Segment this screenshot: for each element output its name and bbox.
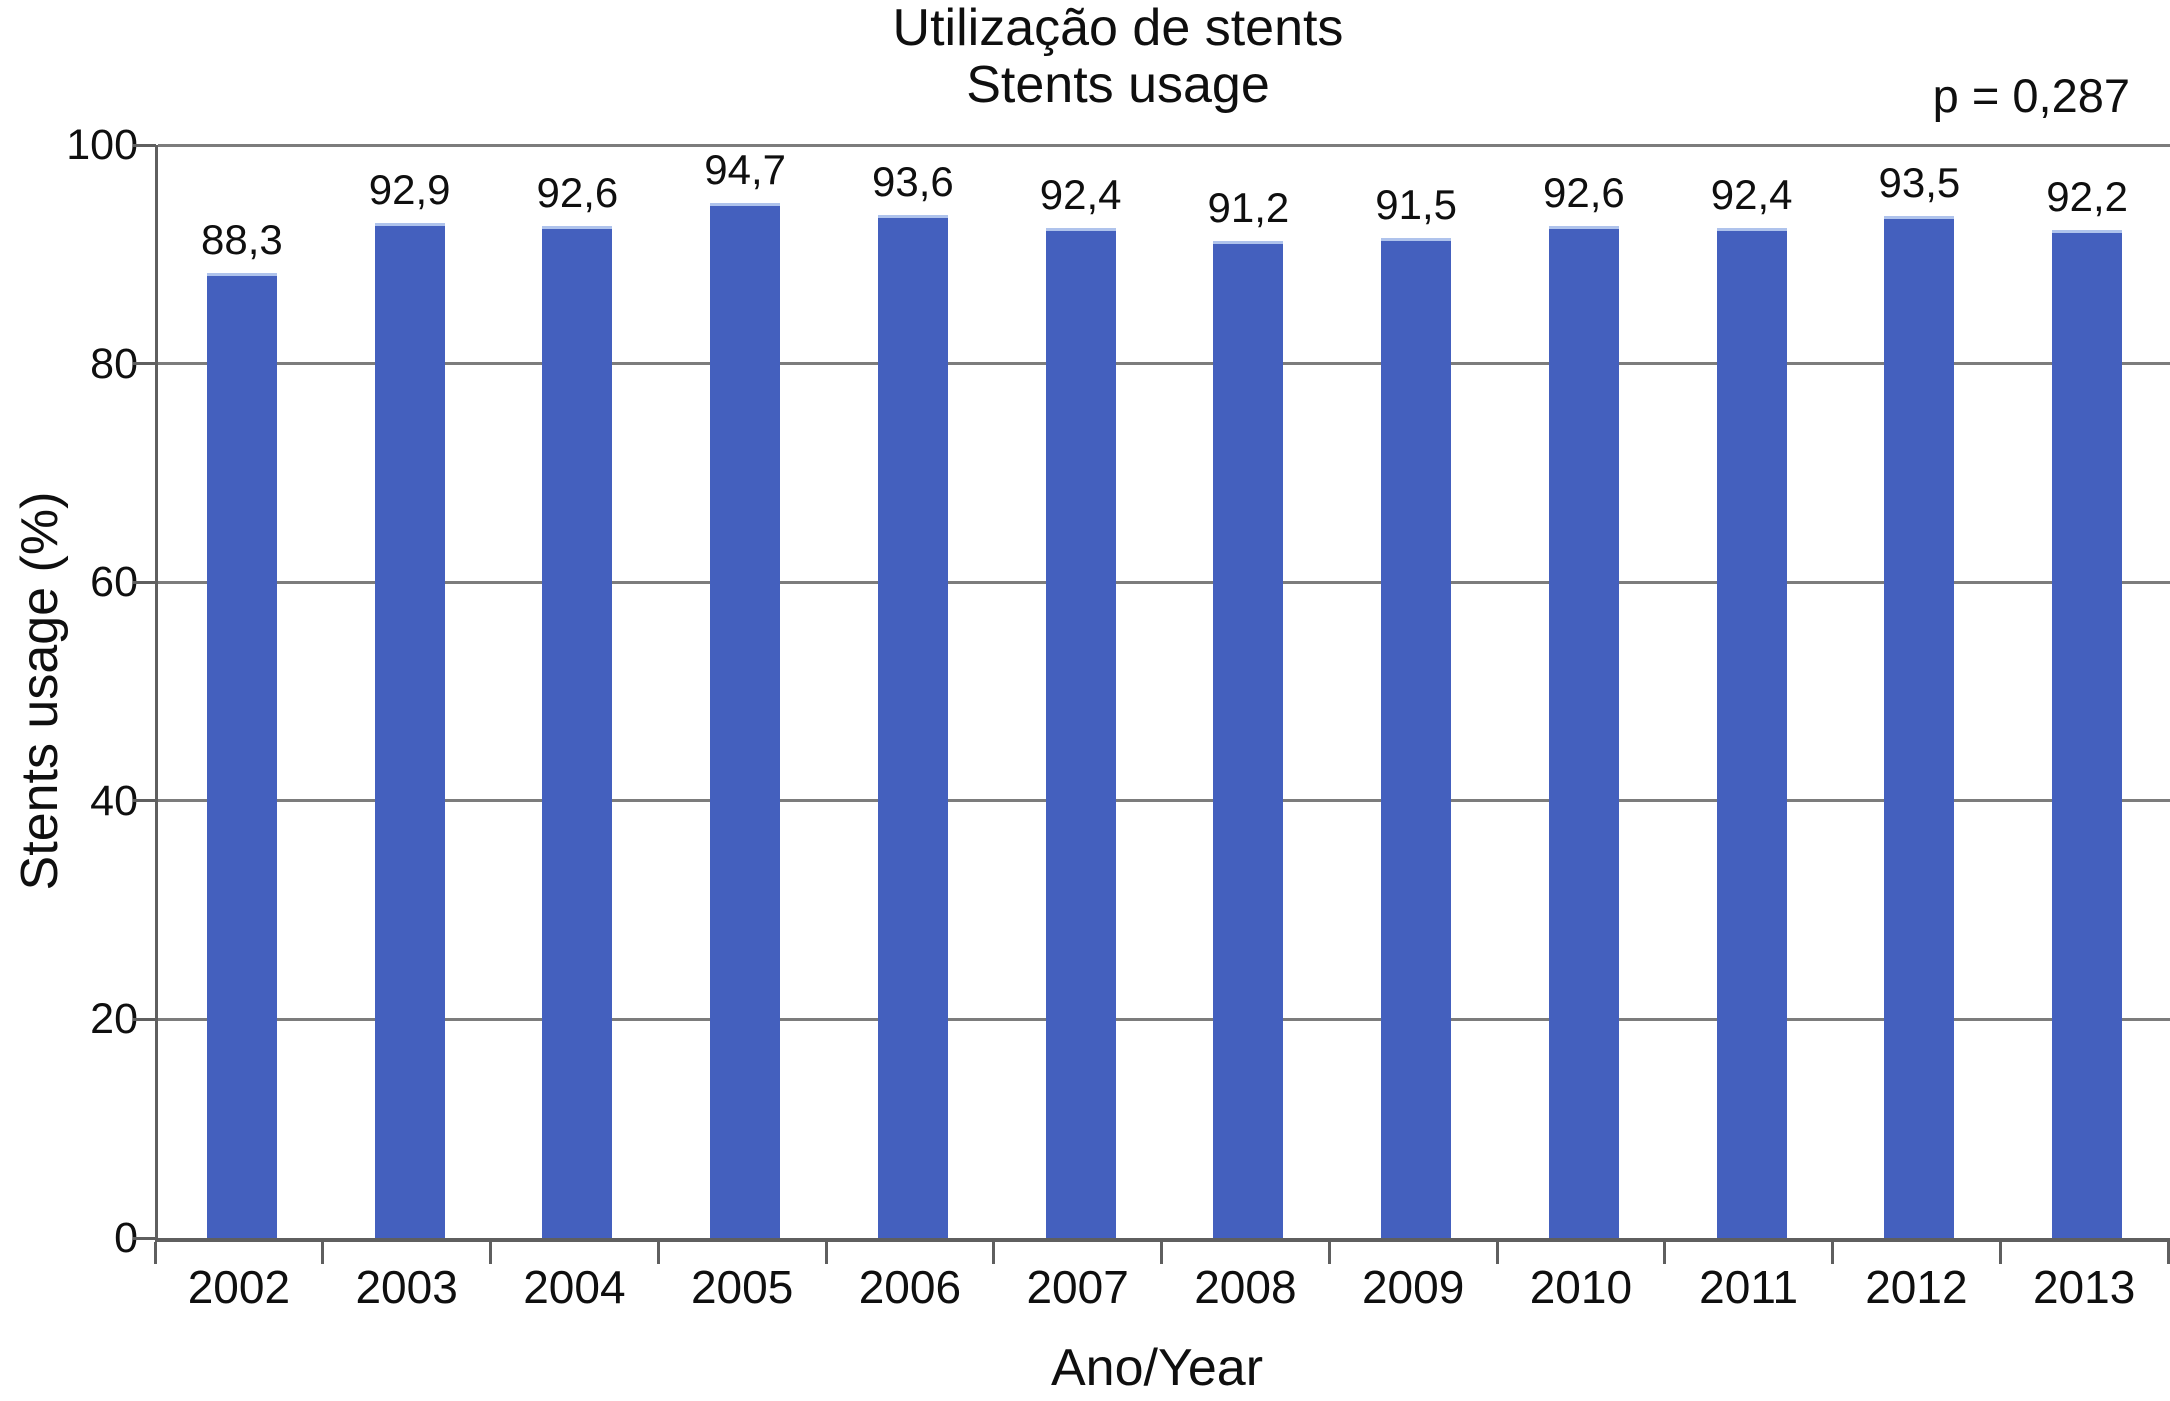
bar-value-label: 92,4 — [1710, 171, 1793, 219]
y-tick-label: 20 — [90, 995, 138, 1044]
x-tick-label: 2003 — [355, 1261, 458, 1313]
y-axis-tick — [133, 1017, 156, 1021]
bar — [1884, 216, 1955, 1238]
y-axis-tick — [133, 143, 156, 147]
bar-value-label: 93,5 — [1878, 159, 1961, 207]
bar-value-label: 92,6 — [536, 168, 619, 216]
bar-value-label: 92,2 — [2046, 173, 2128, 221]
bar-value-label: 91,5 — [1375, 180, 1457, 228]
bar — [1716, 228, 1787, 1238]
bar-value-label: 94,7 — [704, 145, 786, 193]
bar-value-label: 92,9 — [368, 165, 451, 213]
y-axis-tick-labels: 0 20 40 60 80 100 — [0, 124, 138, 1260]
x-axis-tick — [1831, 1242, 1834, 1264]
x-tick-label: 2002 — [187, 1261, 291, 1313]
gridline — [158, 362, 2170, 366]
y-tick-label: 100 — [66, 121, 138, 169]
y-tick-label: 80 — [90, 339, 138, 388]
chart-title-line-pt: Utilização de stents — [892, 0, 1344, 57]
x-axis-title: Ano/Year — [1050, 1339, 1264, 1397]
bar-value-label: 93,6 — [872, 157, 954, 205]
y-tick-label: 40 — [90, 776, 138, 825]
x-tick-label: 2009 — [1361, 1261, 1465, 1313]
y-axis-tick — [133, 1236, 156, 1240]
x-axis-tick — [153, 1242, 157, 1264]
x-axis-tick — [656, 1242, 660, 1264]
bar-value-label: 88,3 — [201, 215, 283, 263]
x-tick-label: 2012 — [1865, 1261, 1968, 1313]
y-axis-tick — [133, 362, 156, 366]
bar — [206, 272, 277, 1238]
bar — [1548, 225, 1619, 1238]
x-tick-label: 2013 — [2032, 1261, 2136, 1313]
x-axis-tick — [992, 1242, 996, 1264]
gridline — [158, 143, 2170, 147]
bar — [542, 225, 613, 1238]
x-axis-tick-labels: 2002 2003 2004 2005 2006 2007 2008 2009 2010 2011… — [155, 1262, 2168, 1314]
x-axis-tick — [489, 1242, 492, 1264]
bar-value-label: 91,2 — [1207, 184, 1290, 232]
y-axis-tick — [133, 799, 156, 803]
x-tick-label: 2005 — [690, 1261, 794, 1313]
x-tick-label: 2004 — [523, 1261, 626, 1313]
gridline — [158, 580, 2170, 584]
x-axis-tick — [321, 1242, 325, 1264]
bar — [1213, 241, 1284, 1238]
chart-title-line-en: Stents usage — [966, 56, 1270, 115]
x-tick-label: 2011 — [1699, 1261, 1799, 1313]
chart-title: Utilização de stents Stents usage — [518, 0, 1718, 114]
x-axis-tick — [1998, 1242, 2002, 1264]
bar — [710, 202, 781, 1238]
y-tick-label: 0 — [114, 1214, 138, 1262]
x-axis-tick — [1495, 1242, 1499, 1264]
bar — [2052, 230, 2123, 1238]
x-tick-label: 2006 — [858, 1261, 962, 1313]
plot-area: 88,3 92,9 92,6 94,7 93,6 92,4 91,2 91,5 92,6 92,4… — [155, 143, 2170, 1242]
bar-value-label: 92,6 — [1543, 168, 1625, 216]
x-axis-tick — [1160, 1242, 1163, 1264]
x-tick-label: 2007 — [1026, 1261, 1129, 1313]
x-axis-tick — [1327, 1242, 1331, 1264]
p-value-annotation: p = 0,287 — [1932, 69, 2130, 122]
x-tick-label: 2010 — [1529, 1261, 1633, 1313]
y-tick-label: 60 — [90, 558, 138, 607]
gridline — [158, 1017, 2170, 1021]
y-axis-tick — [133, 580, 156, 584]
x-tick-label: 2008 — [1194, 1261, 1297, 1313]
bar-value-label: 92,4 — [1039, 171, 1122, 219]
x-axis-tick — [1663, 1242, 1667, 1264]
x-axis-tick — [824, 1242, 828, 1264]
x-axis-tick — [2166, 1242, 2170, 1264]
bar — [877, 214, 948, 1238]
bar — [1045, 228, 1116, 1238]
bar — [374, 222, 445, 1238]
bar — [1381, 237, 1452, 1238]
gridline — [158, 799, 2170, 803]
